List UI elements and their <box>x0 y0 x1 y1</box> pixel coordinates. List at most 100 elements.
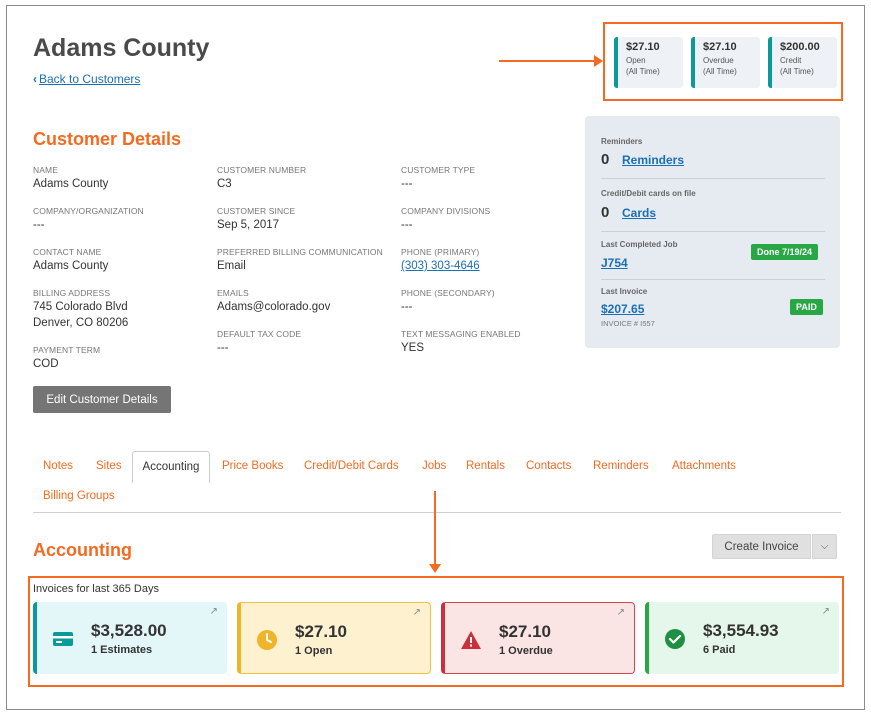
billing-address-label: BILLING ADDRESS <box>33 288 111 298</box>
tab-accounting[interactable]: Accounting <box>132 451 210 483</box>
tab-billing-groups[interactable]: Billing Groups <box>43 490 115 502</box>
external-link-icon: ↗ <box>821 606 830 617</box>
overdue-amount: $27.10 <box>499 622 551 641</box>
last-job-link[interactable]: J754 <box>601 256 628 270</box>
reminders-count: 0 <box>601 151 610 168</box>
annotation-arrow-down-icon <box>429 564 441 573</box>
paid-count: 6 Paid <box>703 644 736 656</box>
last-invoice-number: INVOICE # I557 <box>601 319 655 328</box>
annotation-arrow-horizontal <box>499 60 596 62</box>
annotation-arrow-vertical <box>434 491 436 565</box>
tab-contacts[interactable]: Contacts <box>526 460 572 472</box>
tab-credit-debit-cards[interactable]: Credit/Debit Cards <box>304 460 399 472</box>
invoice-paid-badge: PAID <box>790 299 823 315</box>
estimates-card[interactable]: $3,528.00 1 Estimates ↗ <box>33 602 227 674</box>
phone-secondary-label: PHONE (SECONDARY) <box>401 288 495 298</box>
phone-secondary-value: --- <box>401 301 413 313</box>
external-link-icon: ↗ <box>209 606 218 617</box>
panel-divider <box>601 178 825 179</box>
warning-icon <box>461 631 481 649</box>
customer-number-value: C3 <box>217 178 232 190</box>
tab-price-books[interactable]: Price Books <box>222 460 284 472</box>
phone-primary-link[interactable]: (303) 303-4646 <box>401 260 480 272</box>
summary-overdue-sub: (All Time) <box>703 67 737 76</box>
tab-sites[interactable]: Sites <box>96 460 122 472</box>
tab-reminders[interactable]: Reminders <box>593 460 649 472</box>
panel-divider <box>601 279 825 280</box>
summary-open-label: Open <box>626 56 646 65</box>
back-to-customers-link[interactable]: ‹ Back to Customers <box>33 72 140 86</box>
clock-icon <box>257 630 277 650</box>
payment-term-label: PAYMENT TERM <box>33 345 101 355</box>
accounting-title: Accounting <box>33 540 132 560</box>
tab-divider <box>33 512 841 513</box>
tab-jobs[interactable]: Jobs <box>422 460 447 472</box>
summary-open-sub: (All Time) <box>626 67 660 76</box>
estimates-count: 1 Estimates <box>91 644 153 656</box>
open-amount: $27.10 <box>295 622 347 641</box>
invoices-period-label: Invoices for last 365 Days <box>33 583 159 595</box>
company-label: COMPANY/ORGANIZATION <box>33 206 144 216</box>
payment-term-value: COD <box>33 358 59 370</box>
name-label: NAME <box>33 165 58 175</box>
credit-card-icon <box>53 632 73 646</box>
contact-name-value: Adams County <box>33 260 109 272</box>
summary-overdue-amount: $27.10 <box>703 41 737 53</box>
paid-amount: $3,554.93 <box>703 621 779 640</box>
company-divisions-value: --- <box>401 219 413 231</box>
summary-open-card[interactable]: $27.10 Open (All Time) <box>614 37 683 88</box>
customer-side-panel: Reminders 0 Reminders Credit/Debit cards… <box>585 116 840 348</box>
emails-value: Adams@colorado.gov <box>217 301 331 313</box>
contact-name-label: CONTACT NAME <box>33 247 102 257</box>
overdue-invoices-card[interactable]: $27.10 1 Overdue ↗ <box>441 602 635 674</box>
customer-type-value: --- <box>401 178 413 190</box>
external-link-icon: ↗ <box>616 607 625 618</box>
text-messaging-label: TEXT MESSAGING ENABLED <box>401 329 521 339</box>
default-tax-code-value: --- <box>217 342 229 354</box>
customer-since-value: Sep 5, 2017 <box>217 219 280 231</box>
external-link-icon: ↗ <box>412 607 421 618</box>
invoices-highlight-box <box>28 576 844 687</box>
summary-credit-sub: (All Time) <box>780 67 814 76</box>
summary-credit-label: Credit <box>780 56 802 65</box>
panel-divider <box>601 231 825 232</box>
chevron-down-icon[interactable]: ⌵ <box>812 534 837 559</box>
emails-label: EMAILS <box>217 288 249 298</box>
edit-customer-details-button[interactable]: Edit Customer Details <box>33 386 171 413</box>
estimates-amount: $3,528.00 <box>91 621 167 640</box>
open-invoices-card[interactable]: $27.10 1 Open ↗ <box>237 602 431 674</box>
chevron-left-icon: ‹ <box>33 72 37 86</box>
tab-notes[interactable]: Notes <box>43 460 74 472</box>
tab-rentals[interactable]: Rentals <box>466 460 505 472</box>
summary-overdue-label: Overdue <box>703 56 734 65</box>
summary-overdue-card[interactable]: $27.10 Overdue (All Time) <box>691 37 760 88</box>
job-done-badge: Done 7/19/24 <box>751 244 819 260</box>
name-value: Adams County <box>33 178 109 190</box>
overdue-count: 1 Overdue <box>499 645 553 657</box>
summary-open-amount: $27.10 <box>626 41 660 53</box>
company-divisions-label: COMPANY DIVISIONS <box>401 206 491 216</box>
summary-highlight-box: $27.10 Open (All Time) $27.10 Overdue (A… <box>603 22 843 101</box>
default-tax-code-label: DEFAULT TAX CODE <box>217 329 302 339</box>
cards-count: 0 <box>601 204 610 221</box>
customer-details-title: Customer Details <box>33 129 182 149</box>
cards-on-file-label: Credit/Debit cards on file <box>601 189 696 198</box>
customer-type-label: CUSTOMER TYPE <box>401 165 476 175</box>
annotation-arrow-head-icon <box>594 55 603 67</box>
cards-link[interactable]: Cards <box>622 206 657 220</box>
company-value: --- <box>33 219 45 231</box>
page-title: Adams County <box>33 34 210 62</box>
preferred-billing-label: PREFERRED BILLING COMMUNICATION <box>217 247 383 257</box>
reminders-link[interactable]: Reminders <box>622 153 685 167</box>
last-invoice-link[interactable]: $207.65 <box>601 302 645 316</box>
create-invoice-button[interactable]: Create Invoice <box>712 534 811 559</box>
text-messaging-value: YES <box>401 342 425 354</box>
tab-attachments[interactable]: Attachments <box>672 460 736 472</box>
summary-credit-amount: $200.00 <box>780 41 820 53</box>
paid-invoices-card[interactable]: $3,554.93 6 Paid ↗ <box>645 602 839 674</box>
check-circle-icon <box>665 629 685 649</box>
back-link-label: Back to Customers <box>39 72 141 86</box>
phone-primary-label: PHONE (PRIMARY) <box>401 247 480 257</box>
summary-credit-card[interactable]: $200.00 Credit (All Time) <box>768 37 837 88</box>
billing-address-line2: Denver, CO 80206 <box>33 317 129 329</box>
